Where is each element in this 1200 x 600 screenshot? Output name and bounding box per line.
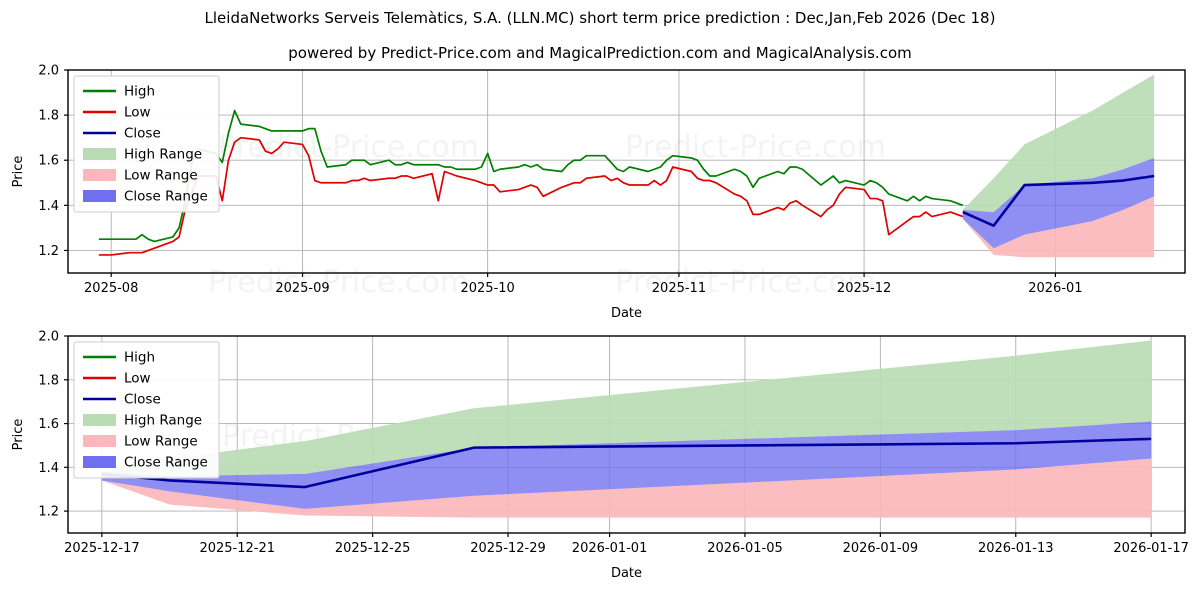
legend: High Low Close High Range Low Range Close Ran…	[73, 75, 220, 213]
legend-item-label: Low	[124, 371, 151, 387]
legend-item-label: Close Range	[124, 189, 208, 205]
x-tick-label: 2025-10	[460, 281, 514, 296]
x-tick-label: 2026-01-01	[572, 541, 648, 556]
high-range-band	[962, 74, 1155, 213]
x-tick-label: 2025-12-29	[470, 541, 546, 556]
figure-title: LleidaNetworks Serveis Telemàtics, S.A. …	[204, 9, 996, 27]
legend-patch-swatch	[83, 148, 116, 160]
y-tick-label: 2.0	[38, 64, 59, 79]
x-tick-label: 2026-01-09	[843, 541, 919, 556]
legend-item[interactable]: Low	[83, 371, 151, 387]
legend-patch-swatch	[83, 169, 116, 181]
x-tick-label: 2025-12-17	[64, 541, 140, 556]
y-tick-label: 1.6	[38, 154, 59, 169]
legend-item[interactable]: Close Range	[83, 455, 208, 471]
legend-item[interactable]: Close Range	[83, 189, 208, 205]
legend-item[interactable]: Close	[83, 126, 161, 142]
y-tick-label: 1.2	[38, 244, 59, 259]
plot-frame	[67, 335, 1186, 534]
watermark-text: Predict-Price.com	[615, 265, 876, 300]
watermark-text: Predict-Price.com	[625, 130, 886, 165]
legend-item[interactable]: Low Range	[83, 168, 198, 184]
legend-item-label: Low Range	[124, 434, 198, 450]
series-line-close	[962, 174, 1155, 227]
watermark-text: Predict-Price.com	[218, 130, 479, 165]
low-range-band	[101, 458, 1152, 518]
legend: High Low Close High Range Low Range Close Ran…	[73, 341, 220, 479]
chart-forecast-detail: Predict-Price.comPredict-Price.com1.21.4…	[11, 330, 1189, 582]
watermark-text: Predict-Price.com	[208, 265, 469, 300]
legend-item[interactable]: High	[83, 84, 155, 100]
legend-item[interactable]: High	[83, 350, 155, 366]
y-tick-label: 1.4	[38, 461, 59, 476]
y-tick-label: 1.4	[38, 199, 59, 214]
y-tick-label: 1.8	[38, 373, 59, 388]
legend-item[interactable]: Low	[83, 105, 151, 121]
chart-history-and-forecast: Predict-Price.com Predict-Price.com Predic…	[11, 64, 1186, 321]
legend-patch-swatch	[83, 435, 116, 447]
plot-frame	[67, 69, 1186, 274]
legend-patch-swatch	[83, 456, 116, 468]
x-tick-label: 2025-08	[84, 281, 138, 296]
x-tick-label: 2025-09	[275, 281, 329, 296]
x-tick-label: 2025-12-21	[199, 541, 275, 556]
x-tick-label: 2025-12-25	[335, 541, 411, 556]
x-tick-label: 2026-01-13	[978, 541, 1054, 556]
figure-subtitle: powered by Predict-Price.com and Magical…	[288, 44, 912, 62]
series-line-low	[98, 136, 964, 256]
x-tick-label: 2026-01	[1028, 281, 1082, 296]
x-tick-label: 2026-01-17	[1113, 541, 1189, 556]
y-axis-label: Price	[11, 156, 26, 188]
legend-item[interactable]: Close	[83, 392, 161, 408]
legend-item[interactable]: High Range	[83, 147, 202, 163]
legend-item-label: High	[124, 84, 155, 100]
x-tick-label: 2025-11	[652, 281, 706, 296]
legend-item-label: Low Range	[124, 168, 198, 184]
y-tick-label: 1.8	[38, 109, 59, 124]
legend-item-label: Close Range	[124, 455, 208, 471]
legend-item-label: High Range	[124, 147, 202, 163]
legend-item-label: High	[124, 350, 155, 366]
x-axis-label: Date	[611, 566, 642, 581]
legend-item-label: Close	[124, 392, 161, 408]
y-tick-label: 2.0	[38, 330, 59, 345]
legend-item[interactable]: Low Range	[83, 434, 198, 450]
legend-item-label: Close	[124, 126, 161, 142]
legend-patch-swatch	[83, 414, 116, 426]
legend-item[interactable]: High Range	[83, 413, 202, 429]
legend-patch-swatch	[83, 190, 116, 202]
x-axis-label: Date	[611, 306, 642, 321]
y-tick-label: 1.6	[38, 417, 59, 432]
legend-item-label: Low	[124, 105, 151, 121]
series-line-close	[101, 437, 1152, 489]
y-axis-label: Price	[11, 419, 26, 451]
low-range-band	[962, 196, 1155, 258]
high-range-band	[101, 340, 1152, 477]
series-line-high	[98, 109, 964, 243]
x-tick-label: 2026-01-05	[707, 541, 783, 556]
x-tick-label: 2025-12	[837, 281, 891, 296]
legend-item-label: High Range	[124, 413, 202, 429]
y-tick-label: 1.2	[38, 505, 59, 520]
